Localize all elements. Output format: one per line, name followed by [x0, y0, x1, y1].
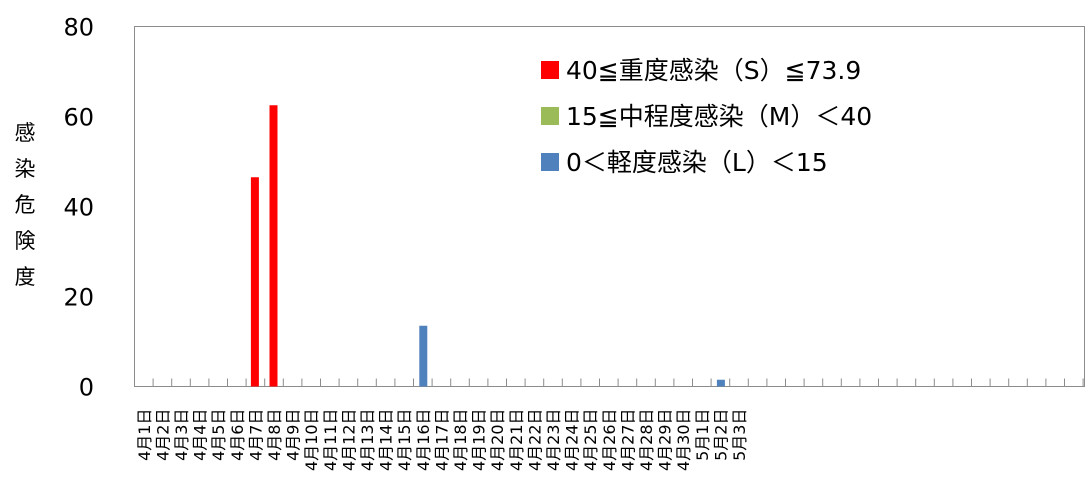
legend-swatch: [541, 107, 559, 125]
y-axis-label-char: 度: [15, 265, 36, 289]
x-tick-label: 4月16日: [414, 409, 433, 472]
x-tick-label: 4月19日: [470, 409, 489, 472]
y-tick-label: 20: [63, 284, 94, 312]
x-tick-label: 4月8日: [265, 409, 284, 461]
x-axis-ticks: [152, 378, 1084, 387]
x-tick-label: 4月27日: [618, 409, 637, 472]
y-tick-label: 0: [79, 374, 94, 402]
bar-severe-8: [269, 105, 278, 387]
x-tick-label: 4月2日: [153, 409, 172, 461]
x-tick-label: 4月23日: [544, 409, 563, 472]
x-tick-label: 4月10日: [302, 409, 321, 472]
plot-frame: [134, 26, 1085, 387]
x-axis-tick-labels: 4月1日 4月2日 4月3日 4月4日 4月5日 4月6日 4月7日 4月8日 4月9日 4月10…: [135, 409, 749, 472]
x-tick-label: 4月9日: [284, 409, 303, 461]
y-tick-label: 40: [63, 194, 94, 222]
legend-label: 40≦重度感染（S）≦73.9: [566, 56, 861, 85]
x-tick-label: 4月21日: [507, 409, 526, 472]
x-tick-label: 4月1日: [135, 409, 154, 461]
x-tick-label: 4月13日: [358, 409, 377, 472]
x-tick-label: 4月7日: [246, 409, 265, 461]
x-tick-label: 4月25日: [581, 409, 600, 472]
x-tick-label: 4月12日: [339, 409, 358, 472]
x-tick-label: 4月15日: [395, 409, 414, 472]
bar-mild-32: [716, 379, 725, 387]
x-tick-label: 4月20日: [488, 409, 507, 472]
legend-swatch: [541, 153, 559, 171]
x-tick-label: 4月4日: [191, 409, 210, 461]
legend-swatch: [541, 61, 559, 79]
bar-mild-16: [419, 325, 428, 387]
bars: [250, 105, 725, 387]
x-tick-label: 4月30日: [674, 409, 693, 472]
x-tick-label: 5月2日: [711, 409, 730, 461]
x-tick-label: 4月26日: [600, 409, 619, 472]
x-tick-label: 4月29日: [656, 409, 675, 472]
legend: 40≦重度感染（S）≦73.9 15≦中程度感染（M）＜40 0＜軽度感染（L）＜1…: [541, 56, 872, 177]
x-tick-label: 5月1日: [693, 409, 712, 461]
x-tick-label: 4月22日: [525, 409, 544, 472]
x-tick-label: 4月5日: [209, 409, 228, 461]
y-axis-label-char: 険: [15, 229, 36, 253]
bar-severe-7: [250, 177, 259, 387]
x-tick-label: 4月3日: [172, 409, 191, 461]
y-axis-label-char: 感: [15, 121, 36, 145]
y-tick-label: 80: [63, 14, 94, 42]
y-axis-ticks: 0 20 40 60 80: [63, 14, 94, 402]
legend-label: 0＜軽度感染（L）＜15: [566, 148, 828, 177]
y-tick-label: 60: [63, 104, 94, 132]
legend-label: 15≦中程度感染（M）＜40: [566, 102, 872, 131]
y-axis-label-char: 危: [15, 193, 36, 217]
y-axis-label-char: 染: [15, 157, 36, 181]
x-tick-label: 4月28日: [637, 409, 656, 472]
x-tick-label: 4月11日: [321, 409, 340, 472]
x-tick-label: 4月24日: [563, 409, 582, 472]
x-tick-label: 4月6日: [228, 409, 247, 461]
x-tick-label: 4月14日: [377, 409, 396, 472]
x-tick-label: 4月17日: [432, 409, 451, 472]
x-tick-label: 4月18日: [451, 409, 470, 472]
x-tick-label: 5月3日: [730, 409, 749, 461]
